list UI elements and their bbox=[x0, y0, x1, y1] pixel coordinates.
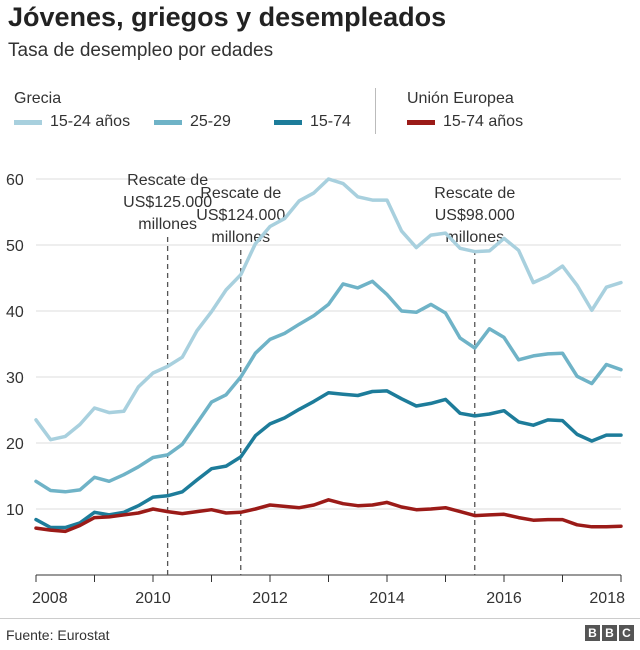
annotation-text: millones bbox=[445, 229, 504, 246]
series-line-15-24-a-os bbox=[34, 177, 623, 442]
annotation-text: Rescate de bbox=[200, 185, 281, 202]
legend-divider bbox=[375, 88, 376, 134]
annotation-text: Rescate de bbox=[127, 172, 208, 189]
legend-label-eu-15-74: 15-74 años bbox=[443, 113, 524, 130]
annotation-text: millones bbox=[138, 216, 197, 233]
x-tick-label: 2016 bbox=[486, 590, 522, 607]
legend-label-15-24: 15-24 años bbox=[50, 113, 131, 130]
legend-swatch-15-24 bbox=[14, 119, 42, 125]
legend-swatch-eu-15-74 bbox=[407, 119, 435, 125]
y-tick-label: 50 bbox=[6, 238, 24, 255]
y-tick-label: 30 bbox=[6, 370, 24, 387]
x-tick-label: 2014 bbox=[369, 590, 405, 607]
annotation-text: Rescate de bbox=[434, 185, 515, 202]
x-tick-label: 2018 bbox=[589, 590, 625, 607]
chart-title: Jóvenes, griegos y desempleados bbox=[8, 2, 447, 32]
series-line-25-29 bbox=[34, 279, 623, 494]
legend-group-eu: Unión Europea bbox=[407, 90, 514, 107]
series-line-15-74 bbox=[34, 389, 623, 530]
legend-item-15-24: 15-24 años bbox=[14, 113, 130, 131]
y-tick-label: 10 bbox=[6, 502, 24, 519]
legend-group-greece: Grecia bbox=[14, 90, 62, 107]
legend-item-15-74: 15-74 bbox=[274, 113, 351, 131]
legend-item-eu-15-74: 15-74 años bbox=[407, 113, 523, 131]
legend-item-25-29: 25-29 bbox=[154, 113, 231, 131]
bbc-logo: B B C bbox=[585, 625, 634, 641]
bbc-logo-b2: B bbox=[602, 625, 617, 641]
annotation-text: US$124.000 bbox=[196, 207, 285, 224]
legend-label-15-74: 15-74 bbox=[310, 113, 351, 130]
y-tick-label: 40 bbox=[6, 304, 24, 321]
x-tick-label: 2010 bbox=[135, 590, 171, 607]
bbc-logo-b1: B bbox=[585, 625, 600, 641]
annotation-text: US$98.000 bbox=[435, 207, 515, 224]
source-note: Fuente: Eurostat bbox=[6, 627, 110, 643]
bbc-logo-c: C bbox=[619, 625, 634, 641]
y-tick-label: 20 bbox=[6, 436, 24, 453]
x-tick-label: 2008 bbox=[32, 590, 68, 607]
annotation-text: US$125.000 bbox=[123, 194, 212, 211]
line-chart: 10 20 30 40 50 60 2008 2010 2012 2014 2016 2018 Resc… bbox=[6, 172, 625, 607]
legend-swatch-15-74 bbox=[274, 119, 302, 125]
x-tick-label: 2012 bbox=[252, 590, 288, 607]
chart-subtitle: Tasa de desempleo por edades bbox=[8, 40, 274, 61]
legend-label-25-29: 25-29 bbox=[190, 113, 231, 130]
series-line-15-74-a-os bbox=[34, 498, 623, 534]
legend-swatch-25-29 bbox=[154, 119, 182, 125]
y-tick-label: 60 bbox=[6, 172, 24, 189]
footer-rule bbox=[0, 618, 640, 619]
